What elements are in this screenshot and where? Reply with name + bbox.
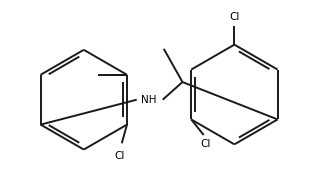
Text: Cl: Cl [201, 139, 211, 149]
Text: Cl: Cl [229, 12, 239, 22]
Text: NH: NH [141, 95, 157, 105]
Text: Cl: Cl [115, 151, 125, 161]
